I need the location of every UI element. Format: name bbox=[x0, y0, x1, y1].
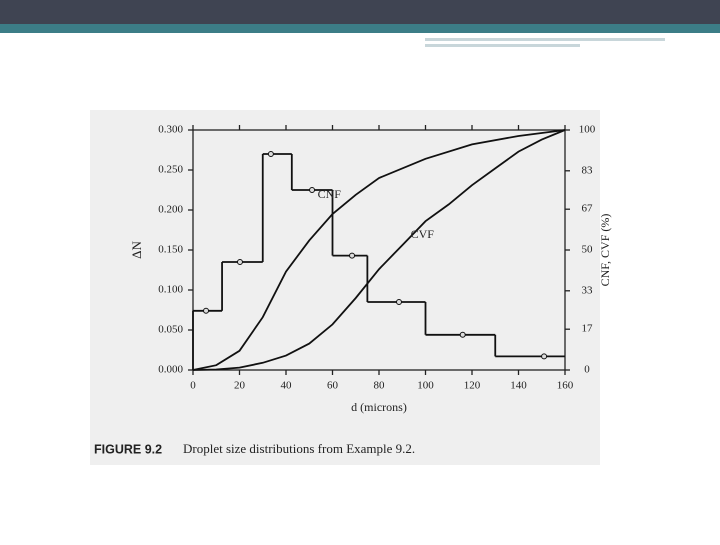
data-point bbox=[267, 151, 274, 157]
x-tick-label: 80 bbox=[374, 380, 386, 392]
y2-tick-label: 100 bbox=[579, 124, 596, 136]
x-tick-label: 160 bbox=[557, 380, 574, 392]
data-point bbox=[203, 307, 210, 314]
curve-label: CVF bbox=[411, 227, 435, 241]
x-tick-label: 40 bbox=[281, 380, 293, 392]
y-axis-label: ΔN bbox=[129, 241, 144, 259]
x-tick-label: 20 bbox=[234, 380, 246, 392]
y-tick-label: 0.000 bbox=[158, 364, 183, 376]
y2-tick-label: 17 bbox=[582, 323, 594, 335]
data-point bbox=[541, 353, 548, 360]
figure-scan bbox=[90, 110, 600, 465]
y-tick-label: 0.300 bbox=[158, 124, 183, 136]
data-point bbox=[309, 187, 316, 193]
y2-tick-label: 0 bbox=[584, 364, 590, 376]
data-point bbox=[236, 259, 243, 265]
caption: Droplet size distributions from Example … bbox=[183, 441, 415, 456]
x-axis-label: d (microns) bbox=[351, 400, 407, 414]
x-tick-label: 120 bbox=[464, 380, 481, 392]
header-accent bbox=[425, 38, 665, 41]
x-tick-label: 100 bbox=[417, 380, 434, 392]
x-tick-label: 0 bbox=[190, 380, 196, 392]
y-tick-label: 0.150 bbox=[158, 244, 183, 256]
header-stripe bbox=[0, 24, 720, 33]
y2-tick-label: 50 bbox=[582, 244, 594, 256]
x-tick-label: 140 bbox=[510, 380, 527, 392]
y2-tick-label: 33 bbox=[582, 284, 594, 296]
header-bar bbox=[0, 0, 720, 24]
y-tick-label: 0.100 bbox=[158, 284, 183, 296]
y2-tick-label: 67 bbox=[582, 203, 594, 215]
data-point bbox=[395, 299, 402, 305]
curve-label: CNF bbox=[318, 187, 342, 201]
cumulative-curve bbox=[192, 129, 566, 371]
y2-axis-label: CNF, CVF (%) bbox=[598, 214, 612, 287]
y-tick-label: 0.200 bbox=[158, 204, 183, 216]
y-tick-label: 0.050 bbox=[158, 324, 183, 336]
cumulative-curve bbox=[192, 129, 566, 371]
caption-label: FIGURE 9.2 bbox=[94, 442, 162, 456]
x-tick-label: 60 bbox=[327, 380, 339, 392]
data-point bbox=[459, 331, 466, 338]
header-accent bbox=[425, 44, 580, 47]
y2-tick-label: 83 bbox=[582, 164, 594, 176]
data-point bbox=[349, 252, 356, 259]
y-tick-label: 0.250 bbox=[158, 164, 183, 176]
